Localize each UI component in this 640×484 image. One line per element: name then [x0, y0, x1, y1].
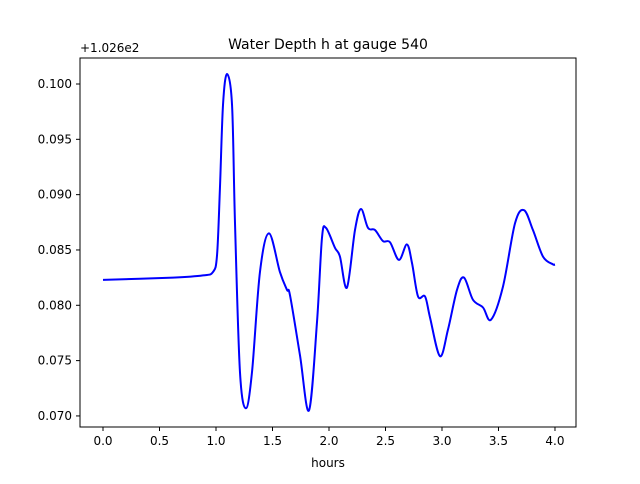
y-tick-label: 0.095 [38, 132, 72, 146]
x-tick-label: 3.5 [489, 434, 508, 448]
x-tick-label: 3.0 [432, 434, 451, 448]
y-tick-label: 0.070 [38, 409, 72, 423]
series-line-h [102, 73, 556, 412]
chart-title: Water Depth h at gauge 540 [228, 37, 428, 53]
x-tick-label: 1.0 [206, 434, 225, 448]
x-tick-label: 2.5 [376, 434, 395, 448]
y-tick-label: 0.075 [38, 354, 72, 368]
x-tick-label: 0.5 [150, 434, 169, 448]
x-tick-label: 0.0 [93, 434, 112, 448]
plot-frame [79, 57, 577, 428]
y-tick-label: 0.085 [38, 243, 72, 257]
y-tick-label: 0.100 [38, 77, 72, 91]
y-tick-label: 0.090 [38, 188, 72, 202]
x-tick-label: 4.0 [545, 434, 564, 448]
y-tick-label: 0.080 [38, 298, 72, 312]
x-tick-label: 1.5 [263, 434, 282, 448]
x-tick-label: 2.0 [319, 434, 338, 448]
x-axis-label: hours [311, 456, 345, 470]
y-offset-label: +1.026e2 [80, 41, 139, 55]
